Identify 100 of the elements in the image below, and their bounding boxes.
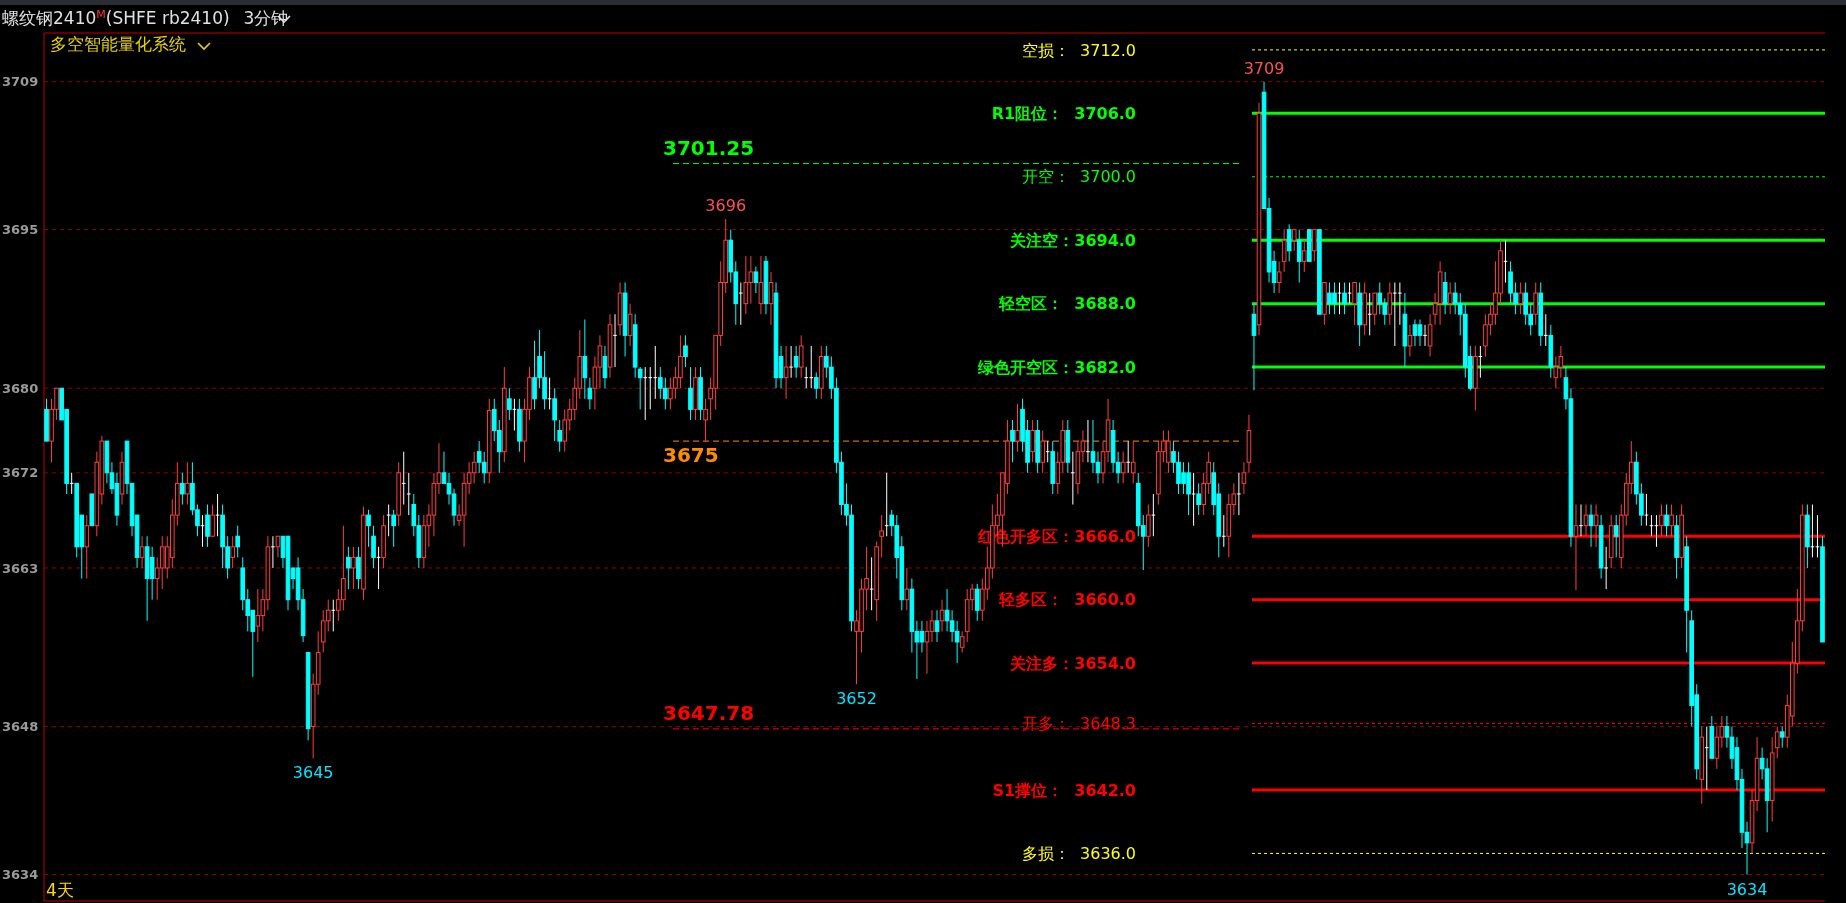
candlestick: [1030, 419, 1035, 463]
ref-line-label: 3647.78: [663, 700, 755, 725]
candlestick: [1387, 282, 1393, 326]
candlestick: [813, 371, 819, 400]
ref-line-label: 3675: [663, 443, 719, 468]
ref-line-label: 3701.25: [663, 135, 755, 160]
candlestick: [1593, 504, 1599, 548]
annotation: 3652: [836, 689, 877, 709]
candlestick: [346, 546, 351, 590]
candlestick: [562, 408, 568, 453]
annotation: 3634: [1726, 879, 1768, 899]
candlestick: [637, 366, 643, 410]
candlestick: [481, 451, 487, 484]
candlestick: [1191, 472, 1196, 527]
candlestick: [1010, 419, 1015, 463]
candlestick: [1533, 282, 1539, 326]
candlestick: [1553, 356, 1559, 389]
candlestick: [1392, 282, 1398, 347]
annotation: 3645: [292, 763, 334, 783]
candlestick: [1779, 726, 1785, 749]
candlestick: [1352, 282, 1357, 326]
candlestick: [1342, 282, 1347, 315]
ref-line-label: 关注多：3654.0: [1009, 653, 1136, 673]
candlestick: [270, 535, 276, 569]
candlestick: [587, 377, 593, 410]
candlestick: [1603, 546, 1609, 590]
candlestick: [1276, 260, 1282, 294]
candlestick: [386, 504, 391, 537]
candlestick: [1518, 282, 1523, 315]
candlestick: [703, 398, 708, 443]
candlestick: [1583, 504, 1589, 537]
candlestick: [1070, 451, 1076, 506]
candlestick: [1286, 223, 1292, 262]
candlestick: [275, 535, 281, 558]
chart-title: 螺纹钢2410$^{M}$(SHFE rb2410): [2, 7, 230, 28]
candlestick: [743, 255, 749, 315]
candlestick: [1130, 440, 1136, 484]
candlestick: [1417, 319, 1423, 347]
candlestick: [205, 504, 210, 548]
candlestick: [471, 451, 477, 484]
candlestick: [1543, 313, 1549, 347]
candlestick: [1125, 440, 1131, 474]
candlestick: [803, 366, 809, 389]
candlestick: [180, 472, 185, 506]
candlestick: [582, 319, 588, 400]
candlestick: [1045, 440, 1051, 463]
candlestick: [215, 493, 220, 537]
candlestick: [879, 514, 884, 558]
candlestick: [507, 387, 512, 421]
candlestick: [1151, 493, 1156, 537]
candlestick: [1040, 430, 1045, 474]
candlestick: [1407, 324, 1413, 358]
candlestick: [783, 345, 789, 400]
candlestick: [959, 630, 965, 654]
candlestick: [612, 313, 618, 368]
candlestick: [1659, 504, 1664, 537]
candlestick: [1196, 482, 1201, 516]
candlestick: [230, 535, 235, 569]
candlestick: [1613, 514, 1619, 558]
candlestick: [1221, 514, 1227, 548]
candlestick: [1377, 282, 1383, 315]
candlestick: [793, 345, 799, 379]
candlestick: [939, 599, 945, 632]
candlestick: [1447, 282, 1453, 315]
ref-line-label: 开多： 3648.3: [1021, 713, 1136, 733]
candlestick: [808, 345, 814, 389]
candlestick: [642, 366, 648, 421]
candlestick: [1146, 504, 1151, 548]
candlestick: [557, 419, 562, 453]
candlestick: [758, 255, 764, 315]
ref-line-label: R1阻位： 3706.0: [991, 103, 1136, 123]
candlestick: [1644, 493, 1649, 527]
candlestick: [255, 588, 261, 643]
candlestick: [351, 546, 356, 590]
candlestick: [330, 599, 336, 632]
candlestick: [1090, 419, 1096, 474]
candlestick: [954, 620, 960, 664]
candlestick: [391, 509, 396, 548]
candlestick: [1714, 726, 1720, 770]
candlestick: [1422, 324, 1428, 347]
ref-line-label: 关注空：3694.0: [1009, 230, 1136, 250]
candlestick: [235, 525, 241, 558]
y-tick-label: 3648: [2, 719, 39, 735]
ref-line-label: 轻空区： 3688.0: [998, 294, 1136, 314]
y-tick-label: 3680: [2, 380, 39, 396]
y-tick-label: 3634: [2, 867, 39, 883]
annotation: 3696: [705, 196, 747, 216]
candlestick: [788, 345, 794, 379]
candlestick: [406, 472, 412, 516]
candlestick: [366, 509, 371, 548]
candlestick: [356, 546, 361, 590]
candlestick: [884, 472, 890, 537]
candlestick: [627, 303, 633, 347]
candlestick: [974, 583, 980, 622]
candlestick: [869, 556, 874, 611]
candlestick: [1573, 504, 1579, 591]
candlestick: [652, 345, 658, 400]
ref-line-label: S1撑位： 3642.0: [992, 780, 1136, 800]
candlestick: [149, 546, 155, 601]
ref-line-label: 多损： 3636.0: [1021, 844, 1136, 864]
